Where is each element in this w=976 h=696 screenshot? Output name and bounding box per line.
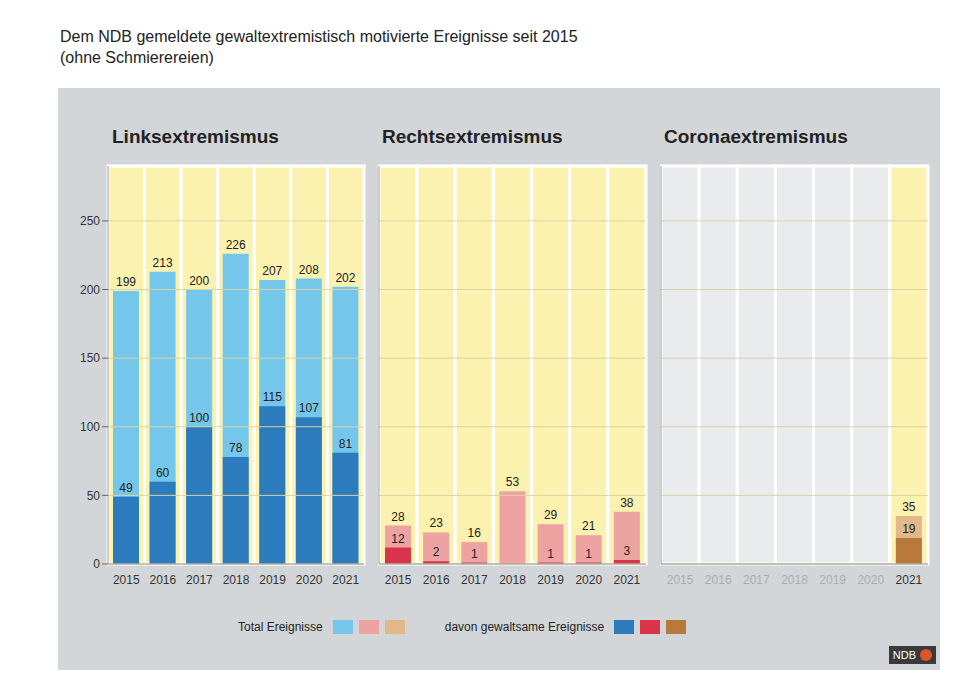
- html-text:Total Ereignisse: Total Ereignisse: [238, 620, 323, 634]
- svg-text:2019: 2019: [259, 573, 286, 587]
- svg-text:2020: 2020: [575, 573, 602, 587]
- html-text:Linksextremismus: Linksextremismus: [112, 126, 279, 147]
- svg-text:2015: 2015: [385, 573, 412, 587]
- svg-text:38: 38: [620, 496, 634, 510]
- svg-text:250: 250: [80, 214, 100, 228]
- svg-text:2020: 2020: [296, 573, 323, 587]
- html-text:NDB: NDB: [892, 649, 916, 661]
- svg-text:2021: 2021: [896, 573, 923, 587]
- svg-text:23: 23: [429, 516, 443, 530]
- svg-text:2021: 2021: [332, 573, 359, 587]
- svg-text:1: 1: [585, 547, 592, 561]
- svg-text:0: 0: [93, 557, 100, 571]
- svg-text:2016: 2016: [705, 573, 732, 587]
- svg-text:2019: 2019: [537, 573, 564, 587]
- svg-text:35: 35: [902, 500, 916, 514]
- svg-text:2015: 2015: [667, 573, 694, 587]
- svg-text:2020: 2020: [857, 573, 884, 587]
- svg-text:78: 78: [229, 441, 243, 455]
- svg-text:12: 12: [391, 532, 405, 546]
- svg-text:1: 1: [547, 547, 554, 561]
- svg-text:2015: 2015: [113, 573, 140, 587]
- svg-text:2017: 2017: [743, 573, 770, 587]
- svg-text:1: 1: [471, 547, 478, 561]
- svg-text:208: 208: [299, 263, 319, 277]
- svg-text:81: 81: [339, 437, 353, 451]
- svg-text:2018: 2018: [781, 573, 808, 587]
- svg-text:100: 100: [189, 411, 209, 425]
- svg-text:150: 150: [80, 351, 100, 365]
- svg-text:2: 2: [433, 545, 440, 559]
- svg-text:21: 21: [582, 519, 596, 533]
- svg-text:2017: 2017: [461, 573, 488, 587]
- html-text:Coronaextremismus: Coronaextremismus: [664, 126, 848, 147]
- svg-text:213: 213: [153, 256, 173, 270]
- svg-text:49: 49: [119, 481, 133, 495]
- svg-text:115: 115: [263, 390, 282, 404]
- svg-text:60: 60: [156, 466, 170, 480]
- svg-text:2018: 2018: [223, 573, 250, 587]
- svg-text:100: 100: [80, 420, 100, 434]
- html-text:Dem NDB gemeldete gewaltextrem: Dem NDB gemeldete gewaltextremistisch mo…: [60, 28, 578, 45]
- svg-text:202: 202: [335, 271, 355, 285]
- html-text:(ohne Schmierereien): (ohne Schmierereien): [60, 49, 214, 66]
- svg-text:2016: 2016: [150, 573, 177, 587]
- html-text:Rechtsextremismus: Rechtsextremismus: [382, 126, 563, 147]
- svg-text:53: 53: [506, 475, 520, 489]
- svg-text:207: 207: [262, 264, 282, 278]
- svg-text:16: 16: [468, 526, 482, 540]
- html-text:davon gewaltsame Ereignisse: davon gewaltsame Ereignisse: [444, 620, 605, 634]
- svg-text:2016: 2016: [423, 573, 450, 587]
- svg-text:226: 226: [226, 238, 246, 252]
- svg-text:2018: 2018: [499, 573, 526, 587]
- svg-text:28: 28: [391, 510, 405, 524]
- svg-text:2017: 2017: [186, 573, 213, 587]
- svg-text:29: 29: [544, 508, 558, 522]
- svg-text:3: 3: [624, 544, 631, 558]
- svg-text:199: 199: [116, 275, 136, 289]
- svg-text:19: 19: [902, 522, 916, 536]
- svg-text:2021: 2021: [614, 573, 641, 587]
- svg-text:2019: 2019: [819, 573, 846, 587]
- svg-text:107: 107: [299, 401, 319, 415]
- svg-text:200: 200: [189, 274, 209, 288]
- svg-text:200: 200: [80, 283, 100, 297]
- svg-text:50: 50: [87, 489, 101, 503]
